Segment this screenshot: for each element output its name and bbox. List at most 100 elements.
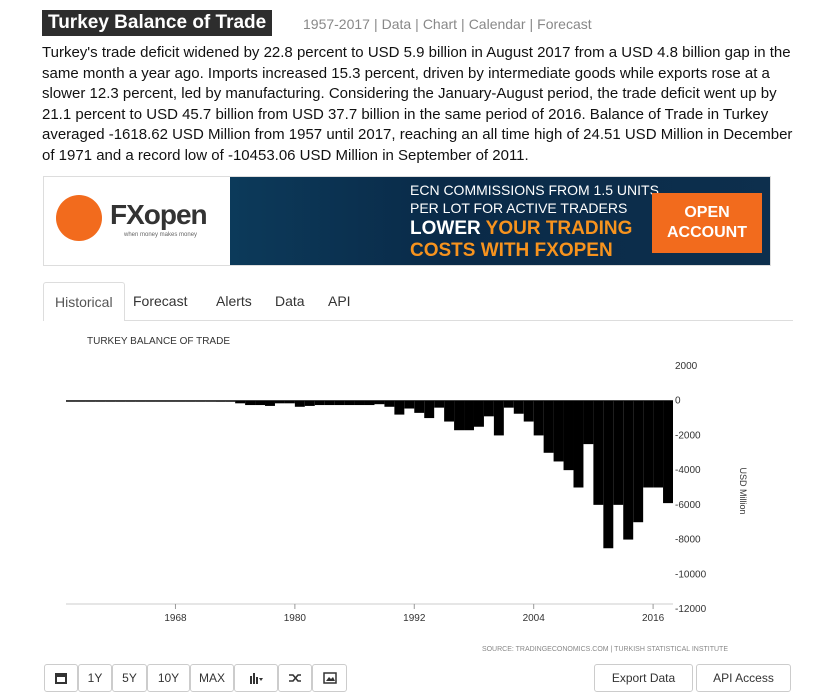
range-button[interactable]: 10Y xyxy=(147,664,190,692)
link-separator: | xyxy=(529,16,534,32)
bar xyxy=(105,400,116,402)
bar xyxy=(145,400,156,402)
bar xyxy=(543,400,554,453)
bar xyxy=(613,400,624,505)
bar xyxy=(225,400,236,402)
y-tick-label: -4000 xyxy=(675,465,701,476)
bar xyxy=(115,400,126,402)
bar xyxy=(66,400,76,402)
bar xyxy=(643,400,654,488)
bar xyxy=(633,400,644,523)
y-tick-label: -2000 xyxy=(675,430,701,441)
bar xyxy=(424,400,435,419)
export-label: Export Data xyxy=(611,671,676,685)
range-label: 5Y xyxy=(122,671,137,685)
y-tick-label: 2000 xyxy=(675,361,698,372)
header-links: 1957-2017 | Data | Chart | Calendar | Forecast xyxy=(303,16,592,32)
bar xyxy=(533,400,544,436)
link-separator: | xyxy=(373,16,378,32)
bar xyxy=(125,400,136,402)
bar xyxy=(623,400,634,540)
bar xyxy=(175,400,186,402)
tab[interactable]: Data xyxy=(275,293,305,309)
bar xyxy=(85,400,96,402)
ad-line1: ECN COMMISSIONS FROM 1.5 UNITS xyxy=(410,182,659,198)
header-link[interactable]: Forecast xyxy=(537,16,592,32)
x-tick-label: 1968 xyxy=(164,613,187,624)
page-title: Turkey Balance of Trade xyxy=(42,10,273,36)
bar xyxy=(274,400,285,404)
tab[interactable]: Historical xyxy=(43,282,125,321)
x-tick-label: 2016 xyxy=(642,613,665,624)
bar xyxy=(294,400,305,407)
header-link[interactable]: Calendar xyxy=(468,16,526,32)
ad-headline: LOWER YOUR TRADING xyxy=(410,218,632,240)
ad-line2: PER LOT FOR ACTIVE TRADERS xyxy=(410,200,628,216)
bar xyxy=(374,400,385,405)
y-tick-label: -8000 xyxy=(675,535,701,546)
bar xyxy=(95,400,106,402)
compare-button[interactable] xyxy=(278,664,312,692)
range-button[interactable]: MAX xyxy=(190,664,234,692)
range-label: MAX xyxy=(198,671,225,685)
bar xyxy=(384,400,395,407)
bar xyxy=(653,400,664,488)
bar xyxy=(245,400,256,406)
y-axis-label: USD Million xyxy=(738,467,748,514)
icon xyxy=(289,674,301,682)
bar xyxy=(454,400,465,431)
bar xyxy=(215,400,226,402)
tab[interactable]: API xyxy=(328,293,351,309)
y-tick-label: -12000 xyxy=(675,604,707,615)
range-button[interactable]: 1Y xyxy=(78,664,112,692)
calendar-button[interactable] xyxy=(44,664,78,692)
description: Turkey's trade deficit widened by 22.8 p… xyxy=(42,44,793,164)
bar xyxy=(404,400,415,409)
ad-headline-white: LOWER xyxy=(410,218,481,239)
bar xyxy=(513,400,524,414)
bar xyxy=(483,400,494,417)
export-button[interactable]: Export Data xyxy=(594,664,693,692)
bar xyxy=(324,400,335,406)
bar xyxy=(284,400,295,404)
range-label: 10Y xyxy=(157,671,180,685)
ad-banner[interactable]: FXopen when money makes money ECN COMMIS… xyxy=(43,176,771,266)
bar xyxy=(364,400,375,406)
bar xyxy=(503,400,514,408)
tab-border xyxy=(43,320,793,321)
ad-headline-2: COSTS WITH FXOPEN xyxy=(410,240,613,261)
image-button[interactable] xyxy=(312,664,347,692)
tab[interactable]: Forecast xyxy=(133,293,188,309)
bar xyxy=(464,400,474,431)
y-tick-label: 0 xyxy=(675,396,681,407)
icon xyxy=(322,672,337,684)
bar xyxy=(523,400,534,422)
bar xyxy=(165,400,176,402)
bar xyxy=(493,400,504,436)
tab[interactable]: Alerts xyxy=(216,293,252,309)
header-link[interactable]: 1957-2017 xyxy=(303,16,370,32)
bar xyxy=(344,400,355,406)
ad-brand: FXopen xyxy=(110,199,208,230)
bar xyxy=(185,400,196,402)
bar xyxy=(444,400,455,422)
x-tick-label: 1980 xyxy=(284,613,307,624)
bar xyxy=(334,400,345,406)
header-link[interactable]: Chart xyxy=(422,16,458,32)
header-link[interactable]: Data xyxy=(381,16,412,32)
bar xyxy=(155,400,166,402)
ad-slogan: when money makes money xyxy=(124,232,198,238)
link-separator: | xyxy=(415,16,419,32)
ad-button[interactable]: OPEN ACCOUNT xyxy=(652,193,762,253)
bar xyxy=(75,400,86,402)
api-button[interactable]: API Access xyxy=(696,664,791,692)
bar xyxy=(563,400,574,471)
range-label: 1Y xyxy=(87,671,103,685)
bar xyxy=(473,400,484,427)
icon xyxy=(250,673,263,684)
chart-type-button[interactable] xyxy=(234,664,278,692)
x-tick-label: 1992 xyxy=(403,613,426,624)
range-button[interactable]: 5Y xyxy=(112,664,147,692)
bar xyxy=(195,400,206,402)
